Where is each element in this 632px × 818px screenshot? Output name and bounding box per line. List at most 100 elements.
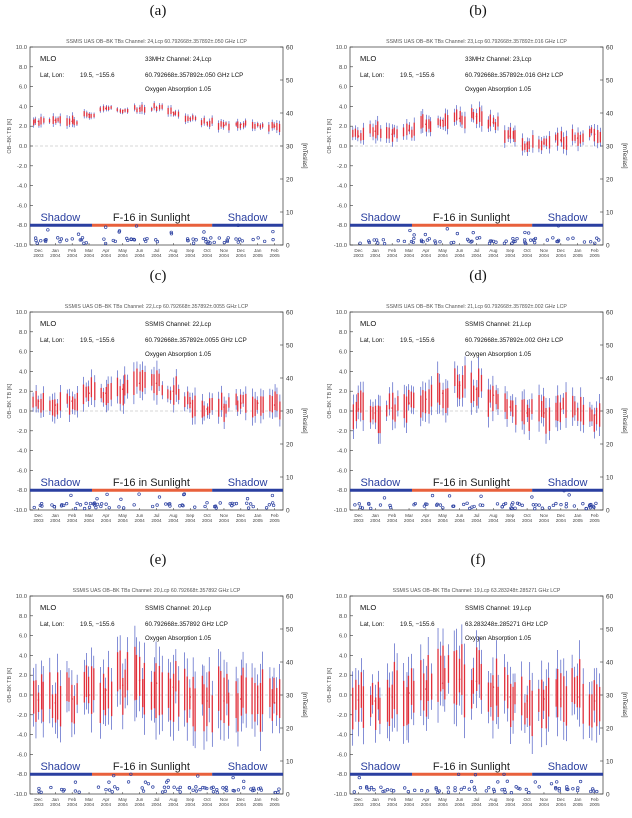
- x-tick-month: Jan: [52, 513, 60, 518]
- y-tick-label: -10.0: [14, 243, 27, 249]
- mag-field-point: [94, 505, 98, 510]
- y2-tick-label: 50: [606, 78, 614, 85]
- mag-field-point: [117, 230, 121, 234]
- mag-field-point: [96, 785, 101, 789]
- mag-field-point: [205, 786, 209, 791]
- mag-field-point: [267, 503, 272, 507]
- mag-field-point: [35, 241, 39, 245]
- mag-field-point: [107, 788, 112, 792]
- x-tick-month: Jul: [154, 797, 160, 802]
- channel-label: SSMIS Channel: 21,Lcp: [465, 321, 532, 328]
- mag-field-point: [211, 785, 215, 789]
- x-tick-year: 2004: [438, 518, 449, 523]
- monthly-mean-point: [105, 107, 107, 110]
- y2-tick-label: 60: [606, 594, 614, 601]
- sunlight-label: F-16 in Sunlight: [113, 477, 190, 489]
- y2-tick-label: 60: [606, 45, 614, 52]
- mag-field-point: [473, 773, 478, 777]
- x-tick-year: 2004: [101, 802, 112, 807]
- mag-field-point: [379, 785, 383, 789]
- y-axis-label: OB–BK TB [K]: [327, 667, 333, 703]
- mag-field-point: [65, 238, 69, 242]
- monthly-mean-point: [54, 404, 57, 406]
- y2-axis-label: [mTeslas]: [301, 408, 307, 434]
- monthly-mean-point: [408, 129, 410, 131]
- monthly-mean-point: [37, 120, 40, 123]
- mag-field-point: [469, 240, 473, 244]
- mag-field-point: [215, 791, 219, 795]
- monthly-mean-point: [593, 414, 596, 416]
- mag-field-point: [95, 497, 99, 501]
- x-tick-month: Feb: [591, 248, 599, 253]
- x-tick-month: Mar: [85, 248, 93, 253]
- x-tick-month: Feb: [388, 513, 396, 518]
- x-tick-year: 2004: [404, 518, 415, 523]
- mag-field-point: [551, 236, 555, 240]
- x-tick-month: Oct: [524, 797, 532, 802]
- panel-letter: (f): [471, 552, 486, 568]
- y-tick-label: -2.0: [17, 429, 27, 435]
- y-tick-label: -6.0: [337, 468, 347, 474]
- mag-field-point: [164, 502, 168, 506]
- mag-field-point: [186, 238, 190, 243]
- mag-field-point: [119, 497, 123, 501]
- x-tick-month: Dec: [354, 797, 363, 802]
- mag-field-point: [524, 787, 528, 792]
- mag-field-point: [453, 788, 457, 793]
- x-tick-month: Dec: [354, 513, 363, 518]
- channel-label: SSMIS Channel: 22,Lcp: [145, 321, 212, 328]
- latlon-label: Lat, Lon:: [360, 337, 384, 344]
- latlon-label: Lat, Lon:: [360, 72, 384, 79]
- x-tick-year: 2004: [101, 253, 112, 258]
- mag-field-point: [232, 502, 236, 506]
- mag-field-point: [150, 504, 155, 509]
- monthly-mean-point: [441, 682, 444, 684]
- mag-field-point: [162, 785, 167, 789]
- mag-field-point: [503, 501, 508, 506]
- y-tick-label: 2.0: [19, 389, 27, 395]
- y-tick-label: 6.0: [19, 634, 27, 640]
- panel-letter: (b): [469, 3, 487, 19]
- mag-field-point: [194, 785, 198, 789]
- monthly-mean-point: [273, 702, 276, 704]
- monthly-mean-point: [560, 408, 562, 410]
- y2-tick-label: 30: [286, 693, 294, 700]
- x-tick-year: 2004: [135, 518, 146, 523]
- x-tick-year: 2004: [50, 518, 61, 523]
- channel-label: 33MHz Channel: 23,Lcp: [465, 56, 532, 63]
- mag-field-point: [163, 789, 167, 793]
- mag-field-point: [537, 785, 541, 789]
- monthly-mean-point: [357, 699, 360, 701]
- y-tick-label: 4.0: [19, 369, 27, 375]
- y-tick-label: 10.0: [336, 594, 347, 600]
- mag-field-point: [37, 786, 41, 791]
- mag-field-point: [435, 502, 439, 506]
- mag-field-point: [276, 790, 280, 794]
- monthly-mean-point: [374, 700, 377, 702]
- x-tick-month: Dec: [237, 513, 246, 518]
- mag-field-point: [451, 504, 455, 508]
- y-tick-label: 6.0: [339, 350, 347, 356]
- y-tick-label: 8.0: [339, 614, 347, 620]
- monthly-mean-point: [256, 402, 259, 404]
- panel-letter: (d): [469, 268, 487, 284]
- mag-field-point: [140, 786, 144, 790]
- mag-field-point: [515, 236, 519, 241]
- y2-axis-label: [mTeslas]: [621, 408, 627, 434]
- y-tick-label: -4.0: [17, 733, 27, 739]
- y2-tick-label: 0: [606, 792, 610, 799]
- x-tick-year: 2004: [556, 518, 567, 523]
- mag-field-point: [571, 787, 575, 791]
- shadow-label: Shadow: [548, 212, 588, 224]
- mag-field-point: [477, 236, 482, 240]
- y2-tick-label: 30: [286, 144, 294, 151]
- y-tick-label: 2.0: [19, 673, 27, 679]
- x-tick-month: Dec: [34, 248, 43, 253]
- x-tick-month: Feb: [68, 248, 76, 253]
- mag-field-point: [203, 504, 207, 509]
- mag-field-point: [365, 786, 369, 790]
- x-tick-year: 2004: [488, 802, 499, 807]
- shadow-label: Shadow: [40, 761, 80, 773]
- mag-field-point: [513, 239, 517, 244]
